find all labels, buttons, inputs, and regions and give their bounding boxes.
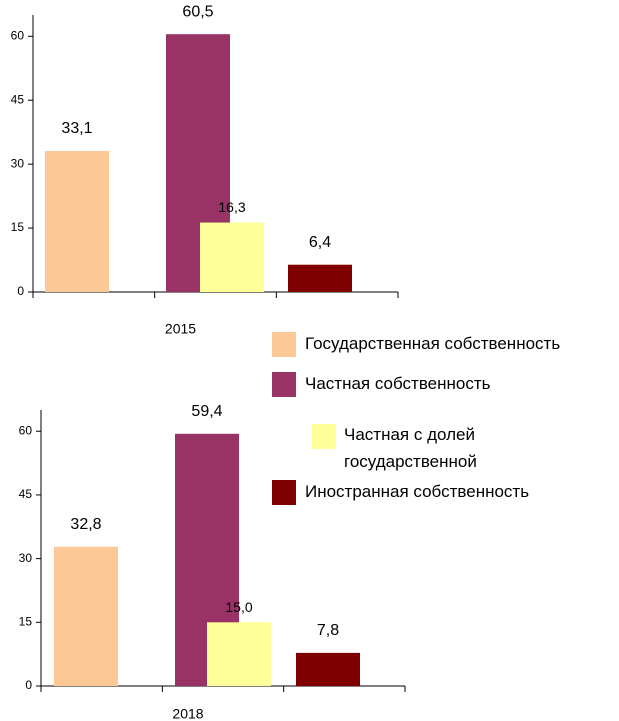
y-tick-label: 45 bbox=[19, 487, 33, 501]
bar bbox=[207, 622, 271, 686]
x-tick-label: 2018 bbox=[172, 706, 203, 721]
y-tick-label: 60 bbox=[11, 28, 25, 42]
value-label: 32,8 bbox=[70, 516, 101, 533]
y-tick-label: 0 bbox=[17, 284, 24, 298]
x-tick-label: 2015 bbox=[165, 321, 196, 337]
y-tick-label: 0 bbox=[25, 678, 32, 692]
bar bbox=[200, 222, 264, 292]
legend-swatch bbox=[272, 480, 296, 505]
y-tick-label: 45 bbox=[11, 92, 25, 106]
value-label: 6,4 bbox=[309, 234, 331, 251]
value-label: 16,3 bbox=[218, 199, 245, 215]
legend-label: Частная с долей государственной bbox=[344, 425, 477, 471]
legend-swatch bbox=[272, 332, 296, 357]
value-label: 59,4 bbox=[191, 403, 222, 420]
legend-label: Частная собственность bbox=[305, 374, 491, 393]
bar bbox=[288, 264, 352, 292]
value-label: 15,0 bbox=[225, 599, 252, 615]
value-label: 60,5 bbox=[182, 3, 213, 20]
y-tick-label: 15 bbox=[11, 220, 25, 234]
value-label: 33,1 bbox=[61, 120, 92, 137]
legend-swatch bbox=[312, 424, 336, 449]
value-label: 7,8 bbox=[317, 622, 339, 639]
bar bbox=[296, 652, 360, 686]
y-tick-label: 15 bbox=[19, 614, 33, 628]
bar bbox=[45, 150, 109, 292]
legend-swatch bbox=[272, 372, 296, 397]
y-tick-label: 30 bbox=[19, 551, 33, 565]
y-tick-label: 60 bbox=[19, 423, 33, 437]
bar bbox=[54, 546, 118, 686]
legend-label: Государственная собственность bbox=[305, 334, 561, 353]
legend-label: Иностранная собственность bbox=[305, 482, 530, 501]
y-tick-label: 30 bbox=[11, 156, 25, 170]
